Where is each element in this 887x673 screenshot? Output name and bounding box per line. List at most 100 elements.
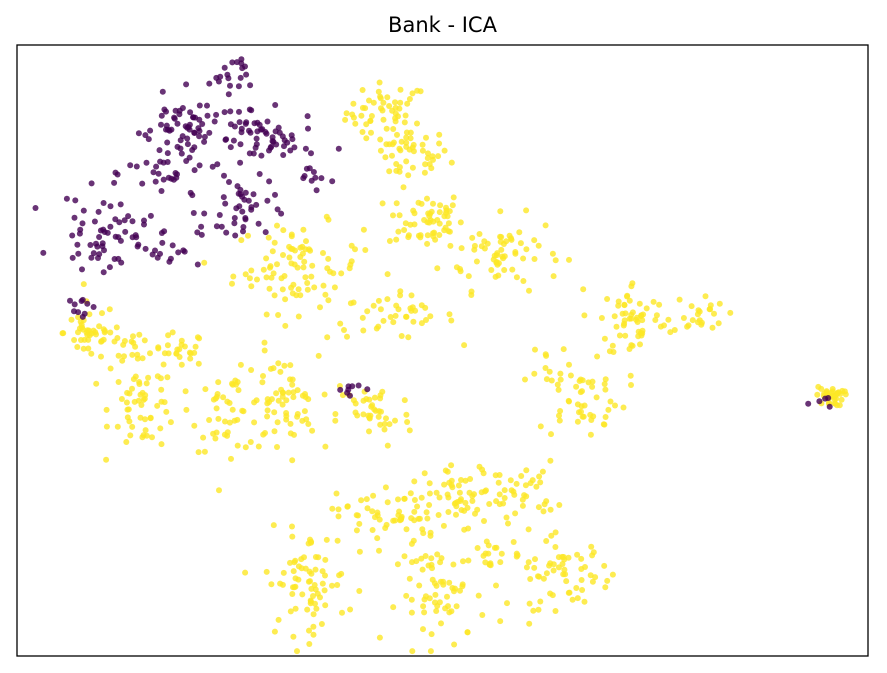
scatter-point-class-1: [444, 468, 451, 475]
scatter-point-class-1: [359, 104, 366, 111]
scatter-point-class-1: [329, 582, 335, 589]
scatter-point-class-1: [103, 406, 110, 413]
scatter-point-class-1: [297, 292, 304, 299]
scatter-point-class-0: [84, 300, 91, 307]
scatter-point-class-1: [496, 491, 503, 498]
scatter-point-class-1: [436, 131, 443, 138]
scatter-point-class-1: [230, 273, 237, 280]
scatter-point-class-0: [231, 215, 238, 221]
scatter-point-class-1: [358, 497, 365, 504]
scatter-point-class-1: [523, 467, 530, 474]
scatter-point-class-1: [213, 405, 220, 412]
scatter-point-class-1: [838, 396, 845, 403]
scatter-point-class-1: [290, 389, 297, 396]
scatter-point-class-0: [122, 228, 129, 235]
scatter-point-class-0: [106, 264, 113, 271]
scatter-point-class-0: [32, 205, 39, 211]
scatter-point-class-1: [601, 421, 608, 428]
scatter-point-class-0: [180, 247, 187, 254]
scatter-point-class-0: [155, 170, 162, 177]
scatter-point-class-0: [259, 126, 266, 133]
scatter-point-class-1: [587, 431, 594, 438]
scatter-point-class-1: [279, 581, 286, 588]
scatter-point-class-1: [366, 415, 373, 422]
scatter-point-class-0: [355, 382, 362, 389]
scatter-point-class-1: [481, 518, 487, 524]
scatter-point-class-1: [527, 480, 534, 487]
scatter-point-class-1: [234, 416, 241, 423]
scatter-point-class-1: [372, 514, 378, 521]
scatter-point-class-1: [274, 222, 280, 229]
scatter-point-class-1: [523, 564, 530, 571]
scatter-point-class-1: [101, 329, 108, 336]
scatter-point-class-0: [194, 229, 201, 236]
scatter-point-class-1: [407, 490, 414, 497]
scatter-point-class-0: [174, 120, 181, 127]
scatter-point-class-1: [430, 200, 436, 207]
scatter-point-class-1: [149, 434, 155, 441]
scatter-point-class-0: [272, 128, 279, 135]
scatter-point-class-1: [604, 577, 611, 584]
scatter-point-class-1: [363, 135, 370, 142]
scatter-point-class-0: [247, 129, 254, 136]
scatter-point-class-1: [665, 316, 672, 323]
scatter-point-class-1: [392, 99, 398, 106]
scatter-point-class-1: [435, 153, 442, 160]
scatter-point-class-0: [258, 152, 265, 159]
scatter-point-class-1: [270, 522, 277, 529]
scatter-point-class-1: [310, 593, 316, 599]
scatter-point-class-1: [128, 338, 135, 345]
scatter-point-class-1: [627, 372, 634, 379]
scatter-point-class-1: [531, 564, 538, 571]
scatter-point-class-1: [269, 248, 276, 255]
scatter-point-class-1: [450, 194, 457, 201]
scatter-point-class-1: [158, 441, 165, 448]
scatter-point-class-1: [341, 327, 347, 333]
scatter-point-class-0: [147, 127, 154, 134]
scatter-point-class-1: [448, 317, 455, 324]
scatter-point-class-1: [635, 328, 642, 335]
scatter-point-class-0: [238, 125, 245, 132]
scatter-point-class-1: [396, 212, 403, 219]
scatter-point-class-1: [242, 271, 249, 278]
scatter-point-class-1: [347, 606, 354, 613]
scatter-point-class-1: [392, 417, 398, 424]
scatter-point-class-1: [308, 585, 315, 592]
scatter-point-class-1: [497, 618, 504, 625]
scatter-point-class-1: [610, 349, 617, 355]
scatter-point-class-1: [124, 414, 131, 421]
scatter-point-class-1: [380, 116, 387, 123]
scatter-point-class-0: [206, 80, 213, 87]
scatter-point-class-1: [602, 386, 609, 393]
scatter-point-class-0: [157, 250, 163, 257]
scatter-point-class-1: [526, 600, 533, 607]
scatter-point-class-0: [826, 403, 833, 410]
scatter-point-class-1: [533, 483, 540, 490]
scatter-point-class-0: [117, 201, 124, 208]
scatter-point-class-1: [424, 232, 431, 239]
scatter-point-class-0: [221, 109, 228, 116]
scatter-point-class-1: [377, 306, 384, 313]
scatter-point-class-1: [335, 513, 342, 520]
scatter-point-class-1: [130, 376, 137, 383]
scatter-point-class-1: [325, 255, 332, 262]
scatter-point-class-0: [335, 145, 342, 152]
scatter-point-class-1: [377, 93, 384, 100]
scatter-point-class-1: [99, 310, 105, 317]
scatter-point-class-0: [179, 105, 186, 111]
scatter-point-class-1: [557, 370, 564, 377]
scatter-point-class-1: [607, 398, 614, 405]
scatter-point-class-1: [684, 323, 691, 330]
scatter-point-class-1: [389, 152, 395, 159]
scatter-point-class-1: [643, 305, 650, 312]
scatter-point-class-1: [592, 574, 599, 581]
scatter-point-class-1: [557, 376, 564, 383]
scatter-point-class-1: [428, 631, 435, 638]
scatter-point-class-0: [253, 201, 260, 208]
scatter-point-class-1: [295, 576, 302, 583]
scatter-point-class-0: [213, 223, 220, 230]
scatter-point-class-1: [279, 389, 286, 396]
scatter-point-class-0: [291, 144, 298, 151]
scatter-point-class-0: [246, 106, 253, 113]
